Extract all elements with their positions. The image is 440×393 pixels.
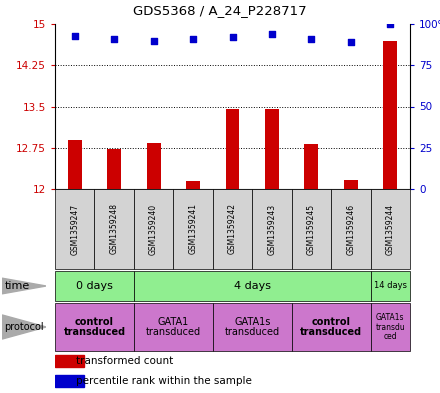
Text: GSM1359248: GSM1359248 [110,204,119,255]
Bar [370,189,410,269]
Bar [186,181,200,189]
Polygon shape [2,278,46,294]
Text: percentile rank within the sample: percentile rank within the sample [76,376,252,386]
Bar [265,109,279,189]
Text: control
transduced: control transduced [300,317,362,338]
Bar [213,189,252,269]
Text: GSM1359242: GSM1359242 [228,204,237,255]
Text: GSM1359244: GSM1359244 [386,204,395,255]
Point [347,39,354,45]
Bar [370,271,410,301]
Text: GSM1359245: GSM1359245 [307,204,316,255]
Point [308,36,315,42]
Bar [292,303,370,351]
Text: GSM1359241: GSM1359241 [189,204,198,255]
Bar [55,189,95,269]
Bar [55,271,134,301]
Text: GSM1359243: GSM1359243 [268,204,276,255]
Point [268,31,275,37]
Bar [68,140,82,189]
Text: 4 days: 4 days [234,281,271,291]
Bar [134,271,370,301]
Polygon shape [2,315,46,339]
Point [387,21,394,27]
Text: GDS5368 / A_24_P228717: GDS5368 / A_24_P228717 [133,4,307,17]
Text: control
transduced: control transduced [63,317,125,338]
Text: GSM1359240: GSM1359240 [149,204,158,255]
Bar [55,375,84,387]
Bar [134,189,173,269]
Text: 0 days: 0 days [76,281,113,291]
Bar [304,144,318,189]
Bar [383,40,397,189]
Text: GSM1359247: GSM1359247 [70,204,79,255]
Bar [226,109,239,189]
Text: protocol: protocol [4,322,44,332]
Point [110,36,117,42]
Bar [331,189,370,269]
Bar [107,149,121,189]
Bar [147,143,161,189]
Bar [95,189,134,269]
Text: 14 days: 14 days [374,281,407,290]
Point [71,32,78,39]
Bar [252,189,292,269]
Bar [213,303,292,351]
Text: GATA1s
transduced: GATA1s transduced [225,317,280,338]
Bar [134,303,213,351]
Point [190,36,197,42]
Point [229,34,236,40]
Text: GATA1s
transdu
ced: GATA1s transdu ced [375,313,405,341]
Bar [55,303,134,351]
Bar [370,303,410,351]
Text: transformed count: transformed count [76,356,173,366]
Text: GATA1
transduced: GATA1 transduced [146,317,201,338]
Text: time: time [4,281,29,291]
Bar [344,180,358,189]
Point [150,37,157,44]
Text: GSM1359246: GSM1359246 [346,204,356,255]
Bar [173,189,213,269]
Bar [55,355,84,367]
Bar [292,189,331,269]
